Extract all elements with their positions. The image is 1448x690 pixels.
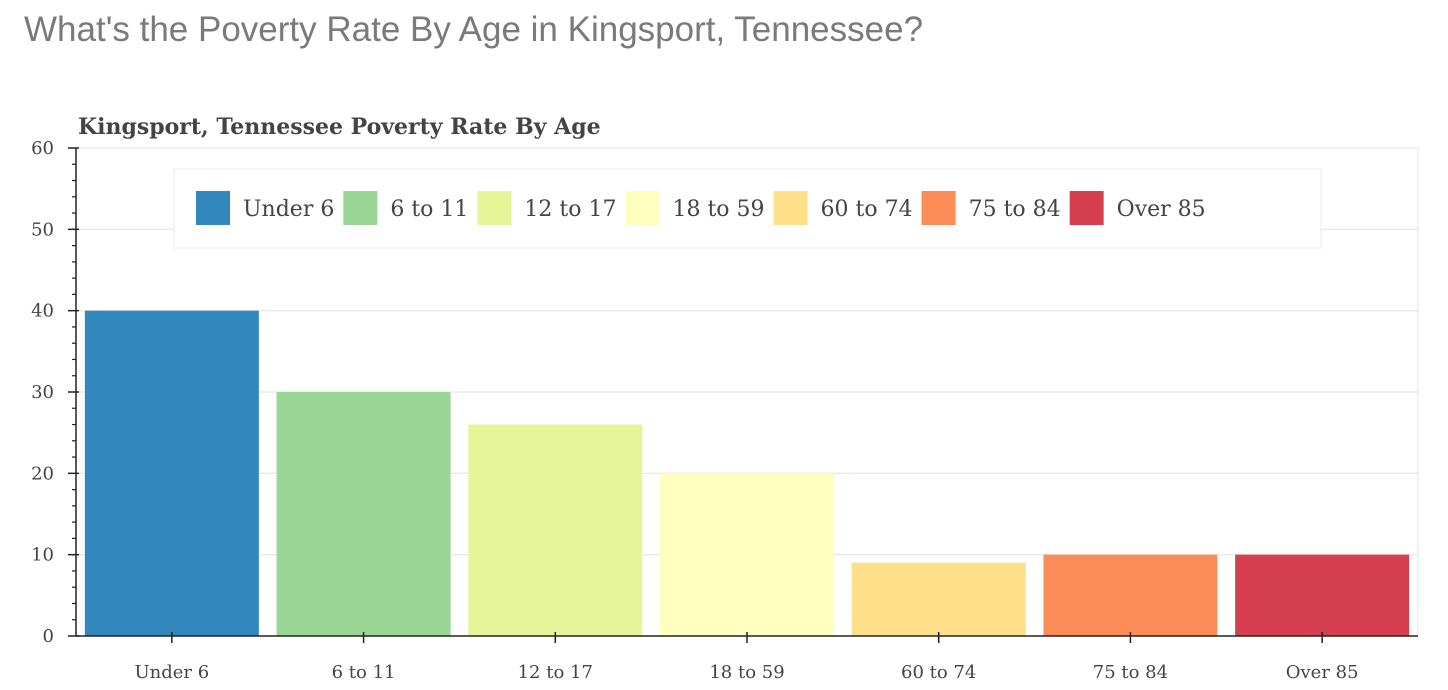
legend-swatch-60-to-74 [773, 191, 808, 225]
legend-swatch-under-6 [196, 191, 230, 225]
legend-label-12-to-17: 12 to 17 [524, 197, 616, 222]
legend-label-over-85: Over 85 [1117, 197, 1206, 222]
x-tick-label-18-to-59: 18 to 59 [709, 662, 784, 683]
axes: 0 10 20 30 40 50 60 Under 6 6 to 11 12 to 17 18 to… [31, 138, 1418, 683]
x-tick-label-under-6: Under 6 [134, 662, 209, 683]
y-tick-label-40: 40 [31, 301, 54, 322]
x-tick-label-6-to-11: 6 to 11 [332, 662, 396, 683]
bars [84, 310, 1410, 636]
bar-under-6 [84, 310, 259, 636]
x-tick-label-12-to-17: 12 to 17 [518, 662, 593, 683]
legend-label-under-6: Under 6 [243, 197, 334, 222]
bar-75-to-84 [1043, 554, 1218, 636]
bar-18-to-59 [660, 473, 834, 636]
bar-over-85 [1235, 554, 1410, 636]
legend-swatch-6-to-11 [343, 191, 378, 225]
bar-12-to-17 [468, 424, 643, 636]
y-tick-label-50: 50 [31, 219, 54, 240]
x-tick-label-60-to-74: 60 to 74 [901, 662, 976, 683]
chart-title: Kingsport, Tennessee Poverty Rate By Age [78, 114, 601, 140]
legend-swatch-18-to-59 [625, 191, 660, 225]
y-tick-label-60: 60 [31, 138, 54, 159]
legend: Under 6 6 to 11 12 to 17 18 to 59 60 to 74 75… [173, 168, 1322, 249]
legend-label-18-to-59: 18 to 59 [672, 197, 764, 222]
bar-6-to-11 [276, 392, 451, 636]
legend-label-75-to-84: 75 to 84 [969, 197, 1061, 222]
legend-swatch-12-to-17 [477, 191, 512, 225]
page-heading: What's the Poverty Rate By Age in Kingsp… [24, 10, 924, 49]
bar-60-to-74 [851, 562, 1026, 636]
legend-swatch-over-85 [1069, 191, 1104, 225]
x-tick-label-75-to-84: 75 to 84 [1093, 662, 1168, 683]
y-tick-label-10: 10 [31, 545, 54, 566]
y-tick-label-0: 0 [43, 626, 54, 647]
y-tick-label-30: 30 [31, 382, 54, 403]
x-tick-label-over-85: Over 85 [1286, 662, 1359, 683]
y-tick-label-20: 20 [31, 463, 54, 484]
legend-label-6-to-11: 6 to 11 [390, 197, 468, 222]
legend-swatch-75-to-84 [921, 191, 956, 225]
legend-label-60-to-74: 60 to 74 [821, 197, 913, 222]
